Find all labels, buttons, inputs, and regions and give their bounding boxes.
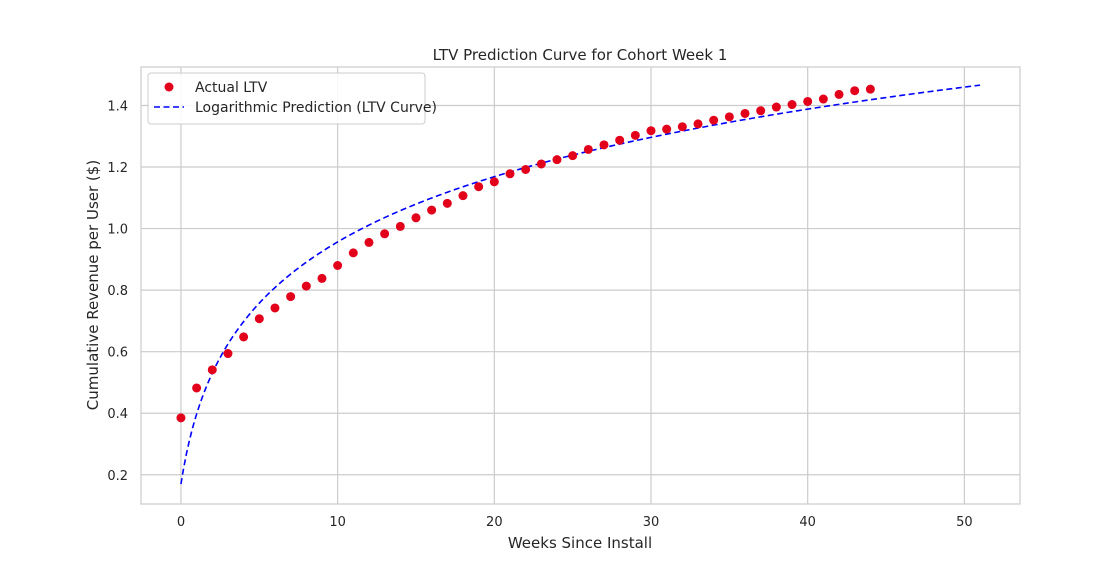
- actual-ltv-point: [286, 292, 296, 302]
- actual-ltv-point: [254, 314, 264, 324]
- x-tick-labels: 0 10 20 30 40 50: [177, 515, 973, 530]
- actual-ltv-point: [803, 96, 813, 106]
- actual-ltv-point: [239, 332, 249, 342]
- actual-ltv-points: [176, 84, 875, 423]
- actual-ltv-point: [536, 159, 546, 169]
- legend-box: [147, 72, 426, 125]
- plot-area: [140, 66, 1021, 505]
- actual-ltv-point: [662, 124, 672, 134]
- actual-ltv-point: [724, 112, 734, 122]
- actual-ltv-point: [693, 119, 703, 129]
- actual-ltv-point: [317, 273, 327, 283]
- legend: Actual LTV Logarithmic Prediction (LTV C…: [147, 72, 437, 125]
- y-tick-label: 1.4: [107, 99, 128, 114]
- actual-ltv-point: [505, 169, 515, 179]
- actual-ltv-point: [364, 237, 374, 247]
- y-tick-label: 1.0: [107, 223, 128, 238]
- actual-ltv-point: [333, 260, 343, 270]
- actual-ltv-point: [599, 140, 609, 150]
- actual-ltv-point: [756, 106, 766, 116]
- actual-ltv-point: [709, 115, 719, 125]
- x-tick-label: 40: [799, 515, 816, 530]
- actual-ltv-point: [818, 94, 828, 104]
- actual-ltv-point: [630, 130, 640, 140]
- actual-ltv-point: [442, 198, 452, 208]
- actual-ltv-point: [395, 221, 405, 231]
- actual-ltv-point: [348, 248, 358, 258]
- actual-ltv-point: [301, 281, 311, 291]
- x-tick-label: 30: [643, 515, 660, 530]
- x-tick-label: 20: [486, 515, 503, 530]
- actual-ltv-point: [521, 164, 531, 174]
- x-gridlines: [180, 67, 965, 504]
- actual-ltv-point: [552, 155, 562, 165]
- actual-ltv-point: [411, 213, 421, 223]
- y-tick-label: 0.4: [107, 407, 128, 422]
- actual-ltv-point: [192, 383, 202, 393]
- x-axis-title: Weeks Since Install: [508, 534, 652, 552]
- y-tick-label: 0.6: [107, 346, 128, 361]
- actual-ltv-point: [677, 122, 687, 132]
- actual-ltv-point: [646, 126, 656, 136]
- actual-ltv-point: [474, 182, 484, 192]
- x-tick-label: 0: [177, 515, 185, 530]
- actual-ltv-point: [427, 205, 437, 215]
- y-tick-labels: 0.2 0.4 0.6 0.8 1.0 1.2 1.4: [107, 99, 128, 483]
- actual-ltv-point: [787, 100, 797, 110]
- legend-label-actual-ltv: Actual LTV: [195, 80, 268, 96]
- y-tick-label: 0.2: [107, 469, 128, 484]
- actual-ltv-point: [223, 349, 233, 359]
- actual-ltv-point: [615, 135, 625, 145]
- legend-marker-actual-ltv: [164, 82, 174, 92]
- actual-ltv-point: [740, 108, 750, 118]
- actual-ltv-point: [176, 413, 186, 423]
- y-gridlines: [141, 104, 1020, 476]
- x-tick-label: 10: [329, 515, 346, 530]
- actual-ltv-point: [458, 191, 468, 201]
- actual-ltv-point: [834, 89, 844, 99]
- actual-ltv-point: [380, 229, 390, 239]
- actual-ltv-point: [771, 102, 781, 112]
- y-tick-label: 0.8: [107, 284, 128, 299]
- legend-label-prediction: Logarithmic Prediction (LTV Curve): [195, 100, 437, 116]
- actual-ltv-point: [583, 144, 593, 154]
- y-tick-label: 1.2: [107, 161, 128, 176]
- actual-ltv-point: [489, 177, 499, 187]
- x-tick-label: 50: [956, 515, 973, 530]
- actual-ltv-point: [270, 303, 280, 313]
- actual-ltv-point: [865, 84, 875, 94]
- prediction-line: [180, 84, 981, 485]
- y-axis-title: Cumulative Revenue per User ($): [84, 160, 102, 410]
- actual-ltv-point: [850, 86, 860, 96]
- chart-title: LTV Prediction Curve for Cohort Week 1: [433, 46, 728, 64]
- actual-ltv-point: [568, 151, 578, 161]
- actual-ltv-point: [207, 365, 217, 375]
